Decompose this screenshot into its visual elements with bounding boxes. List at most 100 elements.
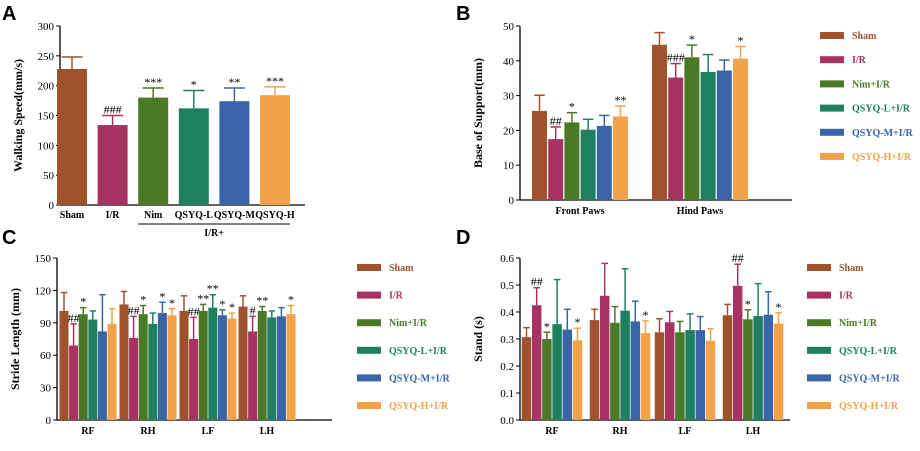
- x-tick-label-c: LH: [260, 426, 275, 437]
- bar-a-0: [57, 68, 87, 206]
- bar-d-2-2: [675, 332, 685, 420]
- legend-label-c: QSYQ-M+I/R: [389, 373, 450, 384]
- legend-swatch-d: [807, 291, 831, 299]
- bar-d-2-1: [664, 322, 675, 420]
- bar-b-1-4: [716, 70, 732, 200]
- bar-b-1-1: [668, 77, 684, 200]
- legend-swatch-d: [807, 374, 831, 382]
- significance-mark-b-0-2: *: [569, 100, 575, 114]
- bar-c-1-2: [138, 314, 148, 420]
- legend-swatch-b: [820, 104, 844, 112]
- legend-swatch-b: [820, 128, 844, 136]
- bar-c-0-3: [88, 319, 98, 420]
- bar-c-3-1: [248, 331, 258, 420]
- significance-mark-a-3: *: [191, 77, 197, 91]
- y-axis-title-a: Walking Speed(mm/s): [11, 59, 25, 172]
- legend-label-c: I/R: [389, 291, 404, 302]
- bar-b-1-0: [652, 44, 667, 201]
- x-tick-label-a: QSYQ-L: [175, 210, 214, 221]
- x-tick-label-d: LH: [746, 426, 761, 437]
- bar-c-3-4: [276, 316, 286, 420]
- significance-mark-c-3-1: #: [250, 303, 256, 317]
- x-tick-label-d: RF: [545, 426, 558, 437]
- legend-label-b: Sham: [852, 31, 877, 42]
- significance-mark-c-0-2: *: [80, 295, 86, 309]
- bar-d-3-1: [732, 285, 743, 420]
- legend-label-d: I/R: [839, 291, 854, 302]
- legend-swatch-c: [357, 402, 381, 409]
- y-tick-label-d: 0.5: [500, 280, 514, 292]
- significance-mark-b-1-5: *: [738, 34, 744, 48]
- significance-mark-a-1: ###: [104, 103, 122, 117]
- y-tick-label-a: 250: [38, 51, 55, 63]
- x-tick-label-c: RF: [81, 426, 94, 437]
- significance-mark-c-3-5: *: [288, 293, 294, 307]
- significance-mark-d-0-5: *: [575, 315, 581, 329]
- y-tick-label-c: 30: [40, 383, 52, 395]
- legend-label-d: Sham: [839, 263, 864, 274]
- significance-mark-a-5: ***: [266, 74, 284, 88]
- legend-label-b: QSYQ-M+I/R: [852, 128, 913, 139]
- legend-label-d: Nim+I/R: [839, 318, 878, 329]
- bar-c-2-4: [217, 315, 227, 420]
- significance-mark-c-1-5: *: [169, 296, 175, 310]
- x-tick-label-d: LF: [679, 426, 692, 437]
- bar-c-1-0: [119, 304, 129, 420]
- bar-d-1-3: [620, 310, 630, 420]
- x-tick-label-a: Sham: [60, 210, 85, 221]
- y-tick-label-b: 20: [503, 125, 515, 137]
- bar-c-0-4: [97, 331, 107, 420]
- bar-b-0-1: [548, 139, 564, 200]
- x-tick-label-a: QSYQ-H: [255, 210, 295, 221]
- x-tick-label-a: QSYQ-M: [214, 210, 256, 221]
- bar-c-3-5: [286, 314, 296, 420]
- bar-a-4: [219, 101, 250, 205]
- bar-b-1-5: [733, 58, 748, 200]
- significance-mark-c-1-4: *: [159, 289, 165, 303]
- y-tick-label-b: 40: [503, 56, 515, 68]
- bar-c-1-4: [157, 313, 167, 420]
- bar-d-0-0: [521, 337, 532, 420]
- bar-d-0-2: [542, 339, 552, 420]
- bar-d-1-4: [630, 321, 641, 420]
- y-tick-label-a: 200: [38, 81, 55, 93]
- legend-label-c: QSYQ-H+I/R: [389, 401, 449, 412]
- bar-c-1-1: [129, 337, 139, 420]
- significance-mark-b-0-1: ##: [550, 114, 562, 128]
- bar-d-0-3: [552, 324, 562, 420]
- legend-swatch-b: [820, 80, 844, 88]
- bar-a-5: [260, 95, 290, 205]
- panel-letter-d: D: [456, 227, 470, 249]
- significance-mark-a-2: ***: [144, 75, 162, 89]
- y-axis-title-b: Base of Support(mm): [471, 58, 485, 168]
- bar-c-0-1: [69, 345, 79, 420]
- legend-label-b: Nim+I/R: [852, 79, 891, 90]
- y-tick-label-a: 0: [49, 200, 55, 212]
- y-axis-title-d: Stand (s): [471, 316, 485, 362]
- x-tick-label-a: I/R: [106, 210, 121, 221]
- legend-label-c: QSYQ-L+I/R: [389, 346, 448, 357]
- significance-mark-d-3-1: ##: [732, 251, 744, 265]
- bar-c-3-0: [238, 306, 248, 420]
- legend-label-d: QSYQ-M+I/R: [839, 373, 900, 384]
- significance-mark-d-0-1: ##: [531, 275, 543, 289]
- significance-mark-c-1-1: ##: [128, 303, 140, 317]
- significance-mark-d-3-5: *: [776, 300, 782, 314]
- panel-letter-c: C: [2, 227, 16, 249]
- bar-d-1-1: [599, 295, 610, 420]
- bar-c-2-5: [227, 318, 237, 420]
- bar-a-1: [97, 125, 128, 205]
- bar-b-1-3: [700, 71, 716, 200]
- legend-label-b: I/R: [852, 55, 867, 66]
- y-tick-label-b: 0: [509, 195, 515, 207]
- legend-swatch-b: [820, 153, 844, 160]
- significance-mark-c-2-4: *: [219, 297, 225, 311]
- bar-b-1-2: [684, 57, 700, 200]
- significance-mark-c-2-3: **: [207, 282, 219, 296]
- bar-b-0-2: [564, 122, 580, 200]
- bar-b-0-3: [580, 129, 596, 200]
- significance-mark-c-0-1: ##: [68, 311, 80, 325]
- y-axis-title-c: Stride Length (mm): [8, 288, 22, 390]
